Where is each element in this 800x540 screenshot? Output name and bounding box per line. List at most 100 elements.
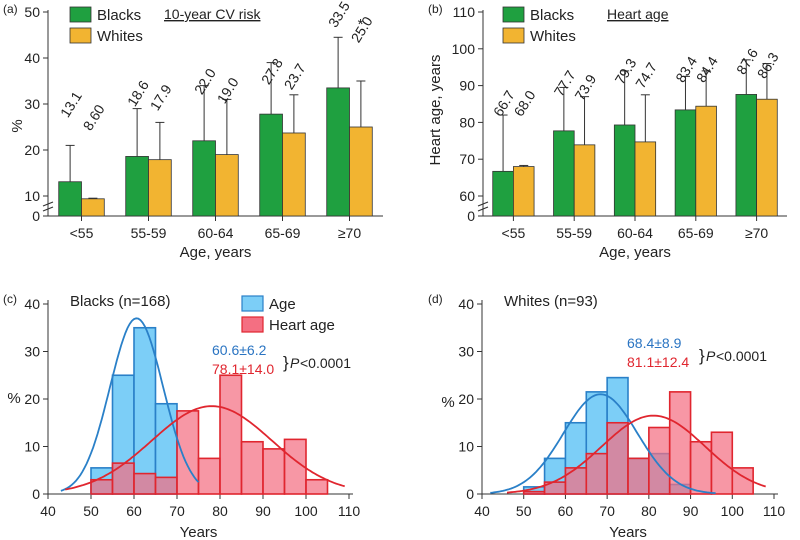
bar-blacks [492,170,514,217]
data-label: 8.60 [80,101,108,133]
x-axis-label: Age, years [180,244,252,261]
x-tick-label: 55-59 [556,225,592,241]
y-axis-label: % [7,390,20,407]
bar-whites [573,144,596,217]
y-tick-label: 20 [24,391,40,407]
y-tick-label: 40 [458,296,474,312]
x-tick-label: <55 [70,225,94,241]
panel-c: 0 10 20 30 40 40 50 60 70 80 90 100 110% Years (c) Blac… [3,292,360,540]
x-tick-label: <55 [502,225,526,241]
legend-swatch-heart-age [241,316,264,333]
x-axis-label: Age, years [599,244,671,261]
y-tick-label: 70 [459,151,475,167]
hist-bar-heart-age [305,478,329,495]
legend-label: Age [269,296,296,313]
legend-label: Blacks [530,7,574,24]
y-tick-label: 0 [32,208,40,224]
p-value-brace: } [699,346,705,365]
hist-bar-age [133,326,157,495]
data-label: 83.4 [672,53,700,85]
legend-label: Whites [530,28,576,45]
x-tick-label: 65-69 [678,225,714,241]
x-tick-label: ≥70 [745,225,768,241]
y-tick-label: 10 [24,439,40,455]
y-tick-label: 110 [453,4,476,20]
x-tick-label: 60-64 [617,225,653,241]
p-value: <0.0001 [300,355,351,371]
x-tick-label: 50 [83,503,99,519]
bar-whites [282,132,306,217]
hist-bar-heart-age [111,462,135,495]
x-tick-label: 55-59 [131,225,167,241]
y-tick-label: 0 [467,208,475,224]
panel-a: 01020304050<5513.18.6055-5918.617.960-64… [3,0,383,261]
panel-label: (b) [428,2,443,16]
p-value-brace: } [283,353,289,372]
x-tick-label: 110 [338,503,361,519]
x-tick-label: 70 [169,503,185,519]
legend-swatch-whites [69,27,92,44]
y-tick-label: 30 [24,344,40,360]
panel-label: (d) [428,292,443,306]
legend-swatch-whites [502,27,525,44]
legend-label: Heart age [269,317,335,334]
hist-bar-heart-age [522,490,546,495]
significance-star: * [358,16,364,33]
y-tick-label: 30 [24,96,40,112]
x-tick-label: 40 [40,503,56,519]
bar-blacks [674,109,697,217]
bar-blacks [553,130,575,217]
hist-bar-heart-age [133,472,157,495]
panel-label: (c) [3,292,17,306]
bar-blacks [326,87,350,217]
chart-title: Whites (n=93) [504,293,598,310]
legend-swatch-blacks [502,6,525,23]
x-tick-label: 65-69 [265,225,301,241]
bar-whites [349,126,373,217]
y-tick-label: 40 [24,296,40,312]
data-label: 33.5 [325,0,353,30]
x-tick-label: 100 [294,503,318,519]
axis-break-mark [42,206,54,212]
bar-blacks [613,124,636,217]
p-value-symbol: P [290,355,300,371]
hist-bar-heart-age [197,457,221,495]
data-label: 22.0 [191,65,219,97]
hist-bar-heart-age [219,374,243,495]
x-tick-label: ≥70 [338,225,361,241]
heart-age-mean-sd: 78.1±14.0 [212,361,274,377]
y-axis-label: % [9,119,26,132]
y-tick-label: 100 [452,41,476,57]
bar-blacks [125,156,149,217]
hist-bar-heart-age [154,476,178,495]
p-value-symbol: P [706,348,716,364]
x-tick-label: 80 [212,503,228,519]
y-tick-label: 90 [459,78,475,94]
y-axis-label: % [441,394,454,411]
x-tick-label: 90 [683,503,699,519]
p-value: <0.0001 [716,348,767,364]
y-tick-label: 10 [24,188,40,204]
bar-blacks [58,181,82,217]
x-tick-label: 50 [516,503,532,519]
bar-whites [148,159,172,217]
bar-blacks [192,140,216,217]
y-tick-label: 40 [24,50,40,66]
x-axis-label: Years [180,524,218,540]
chart-title: Blacks (n=168) [70,293,170,310]
axis-break-mark [42,201,54,207]
hist-bar-heart-age [283,438,307,495]
x-tick-label: 60-64 [198,225,234,241]
data-label: 68.0 [510,87,538,119]
bar-whites [634,141,657,217]
bar-blacks [259,113,283,217]
data-label: 19.0 [214,74,242,106]
age-mean-sd: 68.4±8.9 [627,335,682,351]
x-tick-label: 60 [558,503,574,519]
y-tick-label: 60 [459,188,475,204]
data-label: 84.4 [693,53,721,85]
y-tick-label: 0 [466,486,474,502]
heart-age-fit-curve [506,414,766,494]
y-tick-label: 0 [32,486,40,502]
